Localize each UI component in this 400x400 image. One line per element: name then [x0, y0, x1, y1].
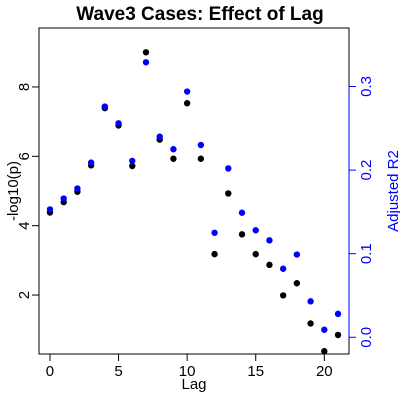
right-tick-label: 0.3: [358, 76, 375, 97]
adjusted-r2-point: [170, 146, 177, 153]
adjusted-r2-point: [279, 265, 287, 272]
right-tick-label: 0.1: [358, 243, 375, 264]
neg-log10-p-point: [211, 250, 218, 258]
adjusted-r2-point: [307, 298, 314, 305]
neg-log10-p-point: [307, 320, 314, 327]
chart-title: Wave3 Cases: Effect of Lag: [76, 4, 323, 25]
adjusted-r2-point: [129, 157, 136, 165]
neg-log10-p-point: [266, 261, 273, 269]
neg-log10-p-point: [225, 190, 232, 197]
left-tick-label: 6: [16, 152, 33, 160]
adjusted-r2-point: [74, 185, 81, 192]
left-tick-label: 2: [16, 291, 33, 299]
right-tick-label: 0.0: [358, 327, 375, 348]
adjusted-r2-point: [87, 159, 95, 166]
x-tick-label: 10: [179, 363, 196, 380]
x-tick-label: 15: [247, 363, 264, 380]
adjusted-r2-point: [266, 237, 273, 244]
right-axis-label: Adjusted R2: [385, 150, 400, 232]
x-axis: 0 5 10 15 20: [46, 353, 333, 380]
neg-log10-p-point: [293, 280, 301, 287]
adjusted-r2-point: [252, 227, 259, 234]
neg-log10-p-point: [170, 155, 177, 162]
adjusted-r2-point: [321, 326, 328, 333]
adjusted-r2-point: [334, 310, 342, 318]
neg-log10-p-point: [183, 100, 191, 107]
neg-log10-p-series: [46, 49, 342, 355]
neg-log10-p-point: [279, 292, 287, 299]
right-tick-label: 0.2: [358, 160, 375, 181]
adjusted-r2-point: [225, 165, 232, 172]
x-tick-label: 20: [316, 363, 333, 380]
left-axis-label: -log10(p): [5, 161, 22, 221]
neg-log10-p-point: [129, 162, 136, 170]
x-axis-label: Lag: [181, 376, 206, 393]
x-tick-label: 0: [46, 363, 54, 380]
adjusted-r2-point: [293, 251, 301, 258]
neg-log10-p-point: [238, 231, 246, 238]
x-tick-label: 5: [114, 363, 122, 380]
plot-frame: [38, 27, 350, 355]
neg-log10-p-point: [252, 250, 259, 258]
adjusted-r2-point: [101, 103, 109, 110]
adjusted-r2-point: [60, 195, 67, 202]
adjusted-r2-point: [197, 141, 205, 149]
adjusted-r2-point: [142, 59, 150, 66]
left-tick-label: 8: [16, 83, 33, 91]
adjusted-r2-point: [115, 120, 122, 127]
adjusted-r2-point: [238, 209, 246, 216]
left-tick-label: 4: [16, 222, 33, 230]
neg-log10-p-point: [334, 331, 342, 339]
neg-log10-p-point: [142, 49, 150, 56]
neg-log10-p-point: [197, 155, 205, 162]
adjusted-r2-point: [183, 88, 191, 95]
adjusted-r2-series: [46, 59, 342, 333]
adjusted-r2-point: [156, 133, 163, 140]
left-axis: 2 4 6 8: [16, 83, 40, 299]
adjusted-r2-point: [46, 206, 54, 213]
adjusted-r2-point: [211, 229, 218, 236]
neg-log10-p-point: [321, 348, 328, 355]
right-axis: 0.0 0.1 0.2 0.3: [348, 76, 375, 348]
